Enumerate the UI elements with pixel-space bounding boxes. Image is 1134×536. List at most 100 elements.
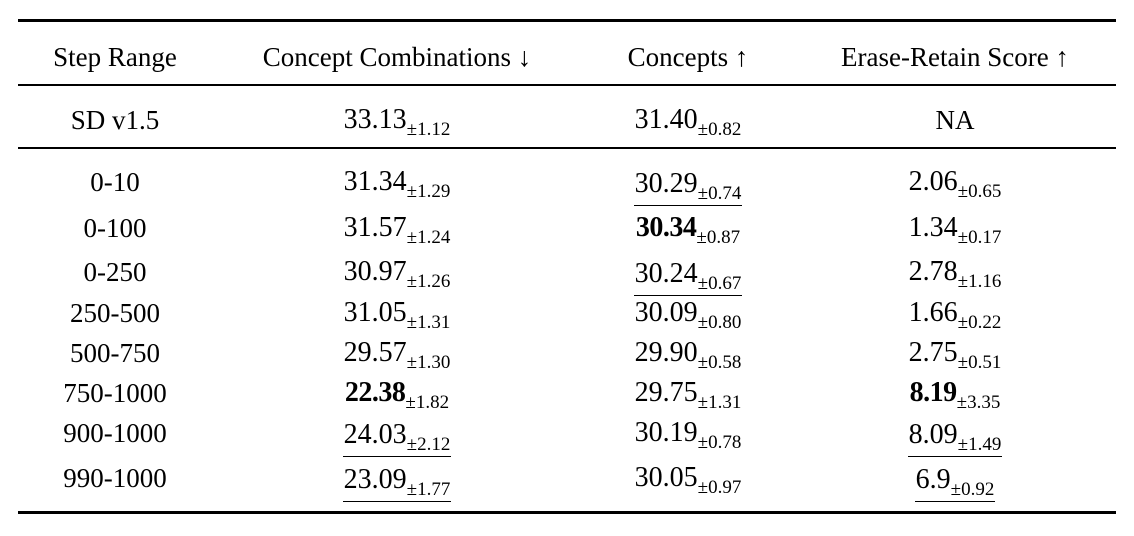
std-value: ±0.80 bbox=[697, 312, 742, 333]
table-row: 500-750 29.57±1.30 29.90±0.58 2.75±0.51 bbox=[0, 333, 1134, 373]
std-value: ±1.24 bbox=[406, 227, 451, 248]
mean-value: 30.29 bbox=[634, 168, 698, 199]
header-rule bbox=[18, 84, 1116, 86]
table-row: 900-1000 24.03±2.12 30.19±0.78 8.09±1.49 bbox=[0, 413, 1134, 457]
cell-value: 30.34±0.87 bbox=[636, 212, 740, 248]
mean-value: 24.03 bbox=[343, 419, 407, 450]
table-row: SD v1.5 33.13±1.12 31.40±0.82 NA bbox=[0, 100, 1134, 140]
table-cell: 30.29±0.74 bbox=[578, 162, 798, 206]
mean-value: 22.38 bbox=[344, 377, 406, 408]
row-label: 990-1000 bbox=[63, 463, 167, 493]
std-value: ±0.82 bbox=[697, 119, 742, 140]
mean-value: 29.90 bbox=[634, 337, 698, 368]
table-row: 750-1000 22.38±1.82 29.75±1.31 8.19±3.35 bbox=[0, 373, 1134, 413]
table-cell: NA bbox=[935, 105, 975, 135]
table-cell: 6.9±0.92 bbox=[800, 458, 1110, 502]
table-cell: 8.09±1.49 bbox=[800, 413, 1110, 457]
table-cell: 31.34±1.29 bbox=[237, 162, 557, 202]
std-value: ±1.77 bbox=[406, 479, 451, 500]
std-value: ±1.82 bbox=[405, 392, 450, 413]
mean-value: 31.05 bbox=[343, 297, 407, 328]
cell-value: 29.57±1.30 bbox=[344, 337, 451, 373]
std-value: ±1.26 bbox=[406, 271, 451, 292]
column-header: Step Range bbox=[53, 42, 177, 72]
std-value: ±1.29 bbox=[406, 181, 451, 202]
mean-value: 2.78 bbox=[908, 256, 958, 287]
cell-value: 23.09±1.77 bbox=[342, 464, 452, 502]
table-row: 0-100 31.57±1.24 30.34±0.87 1.34±0.17 bbox=[0, 208, 1134, 248]
table-row: 0-10 31.34±1.29 30.29±0.74 2.06±0.65 bbox=[0, 162, 1134, 206]
cell-value: 29.75±1.31 bbox=[635, 377, 742, 413]
std-value: ±0.78 bbox=[697, 432, 742, 453]
mean-value: 30.05 bbox=[634, 462, 698, 493]
mean-value: 30.34 bbox=[635, 212, 697, 243]
top-rule bbox=[18, 19, 1116, 22]
header-row: Step Range Concept Combinations ↓ Concepts… bbox=[0, 37, 1134, 77]
mean-value: 30.19 bbox=[634, 417, 698, 448]
table-cell: 30.09±0.80 bbox=[578, 293, 798, 333]
mean-value: 30.09 bbox=[634, 297, 698, 328]
table-cell: 23.09±1.77 bbox=[237, 458, 557, 502]
column-header: Concept Combinations ↓ bbox=[262, 42, 532, 72]
std-value: ±0.97 bbox=[697, 477, 742, 498]
cell-value: 6.9±0.92 bbox=[914, 464, 996, 502]
cell-value: 33.13±1.12 bbox=[344, 104, 451, 140]
row-label: 0-10 bbox=[90, 167, 140, 197]
std-value: ±1.31 bbox=[697, 392, 742, 413]
std-value: ±1.30 bbox=[406, 352, 451, 373]
cell-value: 8.19±3.35 bbox=[910, 377, 1001, 413]
row-label: 250-500 bbox=[70, 298, 160, 328]
cell-value: 31.40±0.82 bbox=[635, 104, 742, 140]
std-value: ±0.65 bbox=[957, 181, 1002, 202]
cell-value: 30.19±0.78 bbox=[635, 417, 742, 453]
std-value: ±0.87 bbox=[696, 227, 741, 248]
row-label: 900-1000 bbox=[63, 418, 167, 448]
row-label: SD v1.5 bbox=[70, 105, 160, 135]
bottom-rule bbox=[18, 511, 1116, 514]
table-cell: 30.97±1.26 bbox=[237, 252, 557, 292]
mean-value: 29.57 bbox=[343, 337, 407, 368]
row-label: 750-1000 bbox=[63, 378, 167, 408]
mean-value: 23.09 bbox=[343, 464, 407, 495]
table-cell: 30.24±0.67 bbox=[578, 252, 798, 296]
cell-value: 30.05±0.97 bbox=[635, 462, 742, 498]
table-cell: 31.57±1.24 bbox=[237, 208, 557, 248]
table-cell: 30.19±0.78 bbox=[578, 413, 798, 453]
table-cell: 2.06±0.65 bbox=[800, 162, 1110, 202]
cell-value: 29.90±0.58 bbox=[635, 337, 742, 373]
table-row: 250-500 31.05±1.31 30.09±0.80 1.66±0.22 bbox=[0, 293, 1134, 333]
cell-value: 30.97±1.26 bbox=[344, 256, 451, 292]
mean-value: 1.66 bbox=[908, 297, 958, 328]
cell-value: 1.34±0.17 bbox=[909, 212, 1002, 248]
table-cell: 2.75±0.51 bbox=[800, 333, 1110, 373]
std-value: ±1.12 bbox=[406, 119, 451, 140]
table-cell: 29.75±1.31 bbox=[578, 373, 798, 413]
std-value: ±2.12 bbox=[406, 434, 451, 455]
mean-value: 8.19 bbox=[909, 377, 958, 408]
cell-value: 8.09±1.49 bbox=[907, 420, 1003, 457]
mean-value: 31.40 bbox=[634, 104, 698, 135]
table-cell: 31.05±1.31 bbox=[237, 293, 557, 333]
table-cell: 29.57±1.30 bbox=[237, 333, 557, 373]
cell-value: 2.75±0.51 bbox=[909, 337, 1002, 373]
table-cell: 29.90±0.58 bbox=[578, 333, 798, 373]
cell-value: 31.57±1.24 bbox=[344, 212, 451, 248]
std-value: ±1.49 bbox=[957, 434, 1002, 455]
table-cell: 22.38±1.82 bbox=[237, 373, 557, 413]
table-cell: 2.78±1.16 bbox=[800, 252, 1110, 292]
std-value: ±0.92 bbox=[950, 479, 995, 500]
mean-value: 31.57 bbox=[343, 212, 407, 243]
std-value: ±0.74 bbox=[697, 183, 742, 204]
row-label: 500-750 bbox=[70, 338, 160, 368]
table-cell: 8.19±3.35 bbox=[800, 373, 1110, 413]
baseline-rule bbox=[18, 147, 1116, 149]
table-cell: 24.03±2.12 bbox=[237, 413, 557, 457]
std-value: ±0.51 bbox=[957, 352, 1002, 373]
table-row: 0-250 30.97±1.26 30.24±0.67 2.78±1.16 bbox=[0, 252, 1134, 296]
row-label: 0-250 bbox=[83, 257, 147, 287]
cell-value: 31.05±1.31 bbox=[344, 297, 451, 333]
cell-value: 24.03±2.12 bbox=[342, 419, 452, 457]
mean-value: 1.34 bbox=[908, 212, 958, 243]
mean-value: 6.9 bbox=[915, 464, 951, 495]
